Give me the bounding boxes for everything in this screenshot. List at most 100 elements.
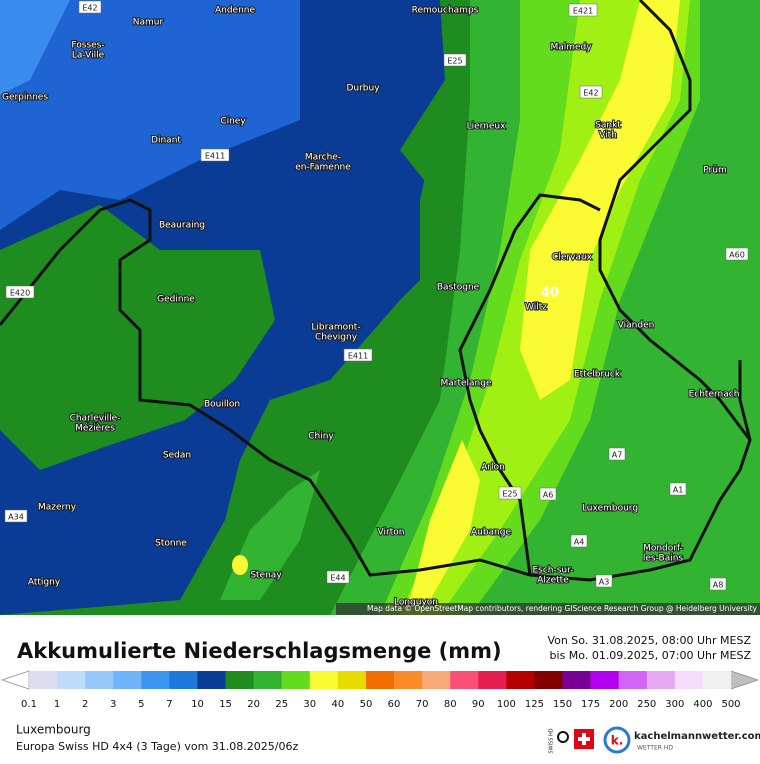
place-label: Wiltz bbox=[525, 303, 547, 313]
place-label: en-Famenne bbox=[295, 163, 351, 173]
place-label: Chevigny bbox=[315, 333, 358, 343]
region: Luxembourg bbox=[16, 723, 91, 737]
road-label: E42 bbox=[82, 4, 97, 13]
place-label: Libramont- bbox=[311, 323, 360, 333]
place-label: Ettelbruck bbox=[574, 370, 621, 380]
legend-tick-label: 30 bbox=[303, 699, 316, 710]
place-label: Bastogne bbox=[437, 283, 480, 293]
place-label: Martelange bbox=[440, 379, 491, 389]
legend-swatch bbox=[394, 671, 423, 689]
legend-tick-label: 60 bbox=[388, 699, 401, 710]
place-label: Mézières bbox=[75, 423, 115, 434]
rain-area bbox=[0, 0, 70, 95]
place-label: Mazerny bbox=[38, 503, 77, 513]
road-label: E421 bbox=[573, 7, 593, 16]
legend-swatch bbox=[674, 671, 704, 689]
place-label: Vianden bbox=[618, 321, 655, 331]
road-badge bbox=[709, 577, 727, 591]
legend-tick-label: 300 bbox=[665, 699, 684, 710]
road-label: A3 bbox=[599, 578, 610, 587]
place-label: Attigny bbox=[28, 578, 61, 588]
place-label: Ciney bbox=[220, 117, 246, 127]
road-badge bbox=[579, 85, 603, 99]
legend-tick-label: 2 bbox=[82, 699, 88, 710]
place-label: les-Bains bbox=[643, 554, 684, 564]
place-label: Fosses- bbox=[71, 41, 104, 51]
brand-sub: WETTER HD bbox=[637, 745, 673, 752]
border bbox=[458, 193, 601, 576]
legend-tick-label: 0.1 bbox=[21, 699, 37, 710]
road-label: A34 bbox=[8, 513, 24, 522]
road-label: A7 bbox=[612, 451, 623, 460]
place-label: Namur bbox=[133, 18, 164, 28]
rain-area bbox=[410, 440, 480, 600]
place-label: Stonne bbox=[155, 539, 187, 549]
place-label: Clervaux bbox=[552, 253, 593, 263]
model: Europa Swiss HD 4x4 (3 Tage) vom 31.08.2… bbox=[16, 740, 298, 753]
road-label: E25 bbox=[447, 57, 462, 66]
road-label: A6 bbox=[543, 491, 554, 500]
place-label: Mondorf- bbox=[643, 544, 683, 554]
place-label: Alzette bbox=[537, 576, 569, 586]
road-badge bbox=[570, 534, 588, 548]
legend-tick-label: 25 bbox=[275, 699, 288, 710]
rain-area bbox=[0, 0, 300, 230]
legend-swatch bbox=[562, 671, 591, 689]
place-label: Virton bbox=[378, 528, 405, 538]
legend-swatch bbox=[225, 671, 254, 689]
legend-tick-label: 50 bbox=[360, 699, 373, 710]
legend-tick-label: 80 bbox=[444, 699, 457, 710]
road-badge bbox=[539, 487, 557, 501]
place-label: Sedan bbox=[163, 451, 191, 461]
road-label: E42 bbox=[583, 89, 598, 98]
brand-logo-k: k. bbox=[611, 734, 624, 748]
road-badge bbox=[78, 0, 102, 14]
value-label: 40 bbox=[541, 286, 559, 301]
map bbox=[0, 0, 760, 615]
legend-swatch bbox=[253, 671, 283, 689]
place-label: Chiny bbox=[308, 432, 334, 442]
place-label: Charleville- bbox=[70, 414, 121, 424]
legend-swatch bbox=[281, 671, 311, 689]
road-badge bbox=[595, 574, 613, 588]
legend-tick-label: 100 bbox=[497, 699, 516, 710]
road-badge bbox=[4, 509, 28, 523]
legend-title: Akkumulierte Niederschlagsmenge (mm) bbox=[17, 639, 502, 663]
place-label: Stenay bbox=[250, 571, 282, 581]
road-badge bbox=[498, 486, 522, 500]
legend-tick-label: 5 bbox=[138, 699, 144, 710]
search-icon bbox=[557, 731, 569, 743]
legend-swatch bbox=[113, 671, 142, 689]
place-label: Longuyon bbox=[394, 598, 438, 608]
place-label: Vith bbox=[599, 131, 617, 141]
legend-tick-label: 175 bbox=[581, 699, 600, 710]
rain-area bbox=[0, 205, 275, 470]
legend-tick-label: 40 bbox=[332, 699, 345, 710]
legend-tick-label: 90 bbox=[472, 699, 485, 710]
place-label: Gedinne bbox=[157, 295, 195, 305]
legend-swatch bbox=[590, 671, 619, 689]
rain-area bbox=[520, 0, 680, 400]
road-badge bbox=[326, 570, 350, 584]
period-from: Von So. 31.08.2025, 08:00 Uhr MESZ bbox=[547, 634, 751, 647]
legend-swatch bbox=[702, 671, 732, 689]
road-label: E420 bbox=[10, 289, 30, 298]
rain-area bbox=[232, 555, 248, 575]
road-label: A60 bbox=[729, 251, 745, 260]
legend-above bbox=[730, 670, 760, 690]
legend-swatch bbox=[197, 671, 226, 689]
place-label: Luxembourg bbox=[582, 504, 638, 514]
place-label: Sankt bbox=[595, 121, 621, 131]
legend-swatch bbox=[57, 671, 86, 689]
legend-swatch bbox=[646, 671, 676, 689]
legend-swatch bbox=[169, 671, 198, 689]
legend-swatch bbox=[29, 671, 58, 689]
road-label: A1 bbox=[673, 486, 684, 495]
place-label: Remouchamps bbox=[412, 6, 479, 16]
legend-swatch bbox=[450, 671, 479, 689]
place-label: Durbuy bbox=[346, 84, 380, 94]
legend-tick-label: 200 bbox=[609, 699, 628, 710]
road-badge bbox=[725, 247, 749, 261]
place-label: Malmedy bbox=[550, 43, 592, 53]
brand: kachelmannwetter.com bbox=[634, 731, 760, 742]
